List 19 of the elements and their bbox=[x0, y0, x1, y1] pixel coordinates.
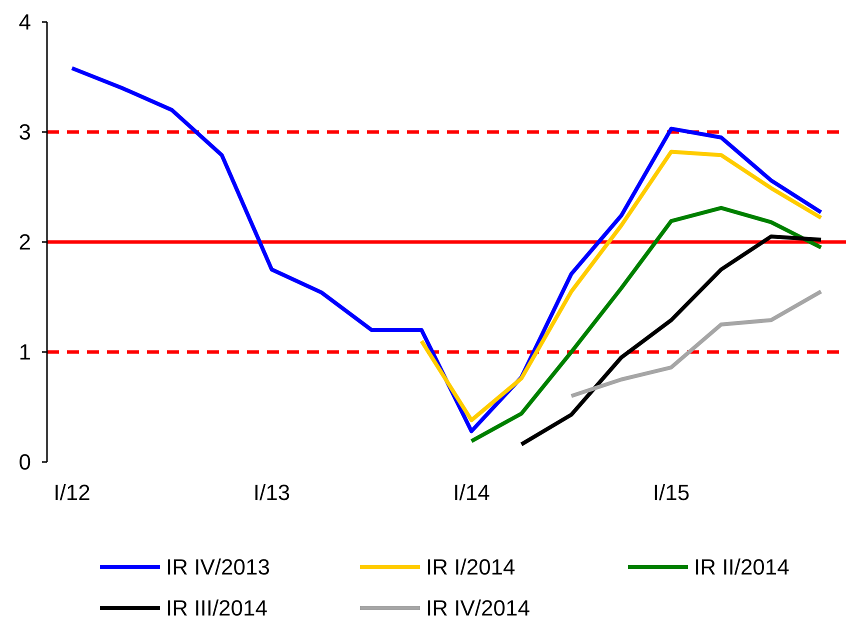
x-tick-label: I/12 bbox=[54, 480, 90, 505]
legend-label: IR III/2014 bbox=[166, 596, 268, 621]
line-series bbox=[70, 66, 824, 434]
y-tick-label: 0 bbox=[18, 450, 31, 475]
x-tick-label: I/15 bbox=[652, 480, 690, 505]
line-series bbox=[569, 290, 824, 398]
legend-label: IR IV/2013 bbox=[166, 554, 270, 580]
y-tick-label: 2 bbox=[18, 230, 31, 255]
legend-label: IR IV/2014 bbox=[426, 596, 530, 621]
legend-label: IR I/2014 bbox=[426, 554, 516, 580]
y-tick-label: 4 bbox=[18, 10, 31, 35]
legend-label: IR II/2014 bbox=[694, 554, 790, 580]
line-series bbox=[420, 150, 824, 422]
x-tick-label: I/13 bbox=[253, 480, 290, 505]
y-tick-label: 1 bbox=[18, 340, 31, 365]
line-series bbox=[519, 234, 824, 446]
y-tick-label: 3 bbox=[18, 120, 31, 145]
x-tick-label: I/14 bbox=[453, 480, 490, 505]
line-series bbox=[469, 206, 824, 444]
